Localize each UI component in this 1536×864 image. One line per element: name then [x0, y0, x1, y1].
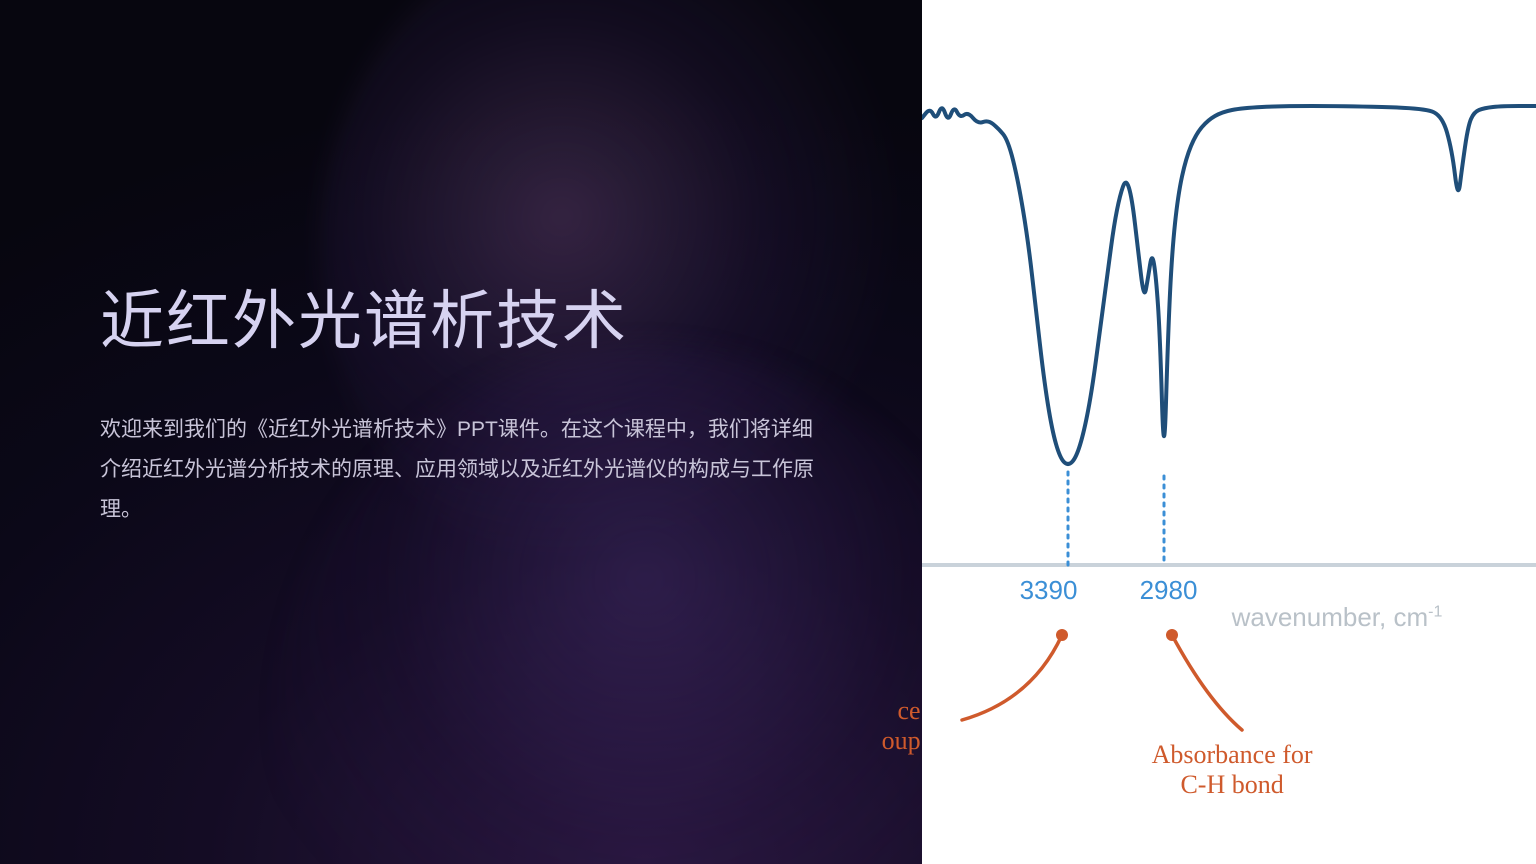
page-description: 欢迎来到我们的《近红外光谱析技术》PPT课件。在这个课程中，我们将详细介绍近红外…	[100, 410, 820, 530]
tick-label-2980: 2980	[1140, 575, 1198, 606]
page-title: 近红外光谱析技术	[100, 270, 842, 362]
left-content: 近红外光谱析技术 欢迎来到我们的《近红外光谱析技术》PPT课件。在这个课程中，我…	[100, 270, 842, 530]
right-panel: 3390 2980 wavenumber, cm-1 ce oup Absorb…	[922, 0, 1536, 864]
callout-oh-partial: ce oup	[882, 696, 921, 756]
left-panel: 近红外光谱析技术 欢迎来到我们的《近红外光谱析技术》PPT课件。在这个课程中，我…	[0, 0, 922, 864]
slide: 近红外光谱析技术 欢迎来到我们的《近红外光谱析技术》PPT课件。在这个课程中，我…	[0, 0, 1536, 864]
ir-spectrum-chart	[922, 0, 1536, 864]
x-axis-label: wavenumber, cm-1	[1232, 602, 1443, 633]
tick-label-3390: 3390	[1020, 575, 1078, 606]
callout-ch-bond: Absorbance for C-H bond	[1152, 740, 1313, 800]
